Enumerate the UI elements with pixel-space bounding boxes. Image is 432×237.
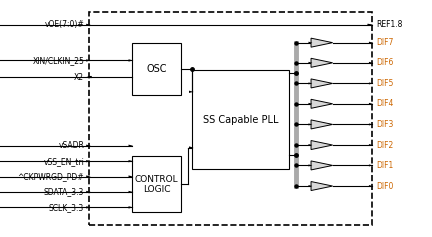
Polygon shape xyxy=(189,146,194,149)
Polygon shape xyxy=(369,144,373,146)
Polygon shape xyxy=(308,123,312,125)
Polygon shape xyxy=(308,144,312,146)
Polygon shape xyxy=(128,175,133,178)
Polygon shape xyxy=(308,42,312,44)
Bar xyxy=(89,12,372,225)
Polygon shape xyxy=(86,191,91,193)
Polygon shape xyxy=(308,62,312,64)
Bar xyxy=(192,70,289,169)
Polygon shape xyxy=(311,182,333,191)
Polygon shape xyxy=(308,185,312,187)
Text: DIF0: DIF0 xyxy=(377,182,394,191)
Polygon shape xyxy=(86,76,91,78)
Text: DIF7: DIF7 xyxy=(377,38,394,47)
Polygon shape xyxy=(128,145,133,147)
Polygon shape xyxy=(369,123,373,125)
Polygon shape xyxy=(311,38,333,47)
Polygon shape xyxy=(369,164,373,166)
Text: CONTROL
LOGIC: CONTROL LOGIC xyxy=(135,175,178,194)
Polygon shape xyxy=(308,164,312,166)
Text: X2: X2 xyxy=(74,73,84,82)
Text: DIF1: DIF1 xyxy=(377,161,394,170)
Polygon shape xyxy=(368,24,373,26)
Text: SDATA_3.3: SDATA_3.3 xyxy=(44,187,84,196)
Text: SS Capable PLL: SS Capable PLL xyxy=(203,115,279,125)
Text: DIF5: DIF5 xyxy=(377,79,394,88)
Polygon shape xyxy=(369,185,373,187)
Polygon shape xyxy=(369,42,373,44)
Polygon shape xyxy=(128,206,133,209)
Bar xyxy=(132,156,181,212)
Text: DIF6: DIF6 xyxy=(377,58,394,67)
Bar xyxy=(132,43,181,95)
Polygon shape xyxy=(311,120,333,129)
Text: vOE(7:0)#: vOE(7:0)# xyxy=(44,20,84,29)
Polygon shape xyxy=(311,141,333,150)
Polygon shape xyxy=(369,82,373,84)
Polygon shape xyxy=(86,175,91,178)
Polygon shape xyxy=(311,79,333,88)
Polygon shape xyxy=(86,24,91,26)
Polygon shape xyxy=(86,160,91,162)
Text: ^CKPWRGD_PD#: ^CKPWRGD_PD# xyxy=(18,172,84,181)
Polygon shape xyxy=(189,91,194,93)
Polygon shape xyxy=(86,206,91,209)
Polygon shape xyxy=(308,82,312,84)
Polygon shape xyxy=(308,103,312,105)
Text: SCLK_3.3: SCLK_3.3 xyxy=(49,203,84,212)
Polygon shape xyxy=(128,160,133,162)
Text: vSS_EN_tri: vSS_EN_tri xyxy=(43,157,84,166)
Text: DIF2: DIF2 xyxy=(377,141,394,150)
Text: DIF3: DIF3 xyxy=(377,120,394,129)
Text: OSC: OSC xyxy=(146,64,167,74)
Polygon shape xyxy=(87,76,92,78)
Polygon shape xyxy=(369,103,373,105)
Polygon shape xyxy=(369,62,373,64)
Polygon shape xyxy=(86,59,91,62)
Text: XIN/CLKIN_25: XIN/CLKIN_25 xyxy=(32,56,84,65)
Text: vSADR: vSADR xyxy=(58,141,84,150)
Polygon shape xyxy=(311,58,333,67)
Polygon shape xyxy=(367,24,372,26)
Text: DIF4: DIF4 xyxy=(377,99,394,108)
Text: REF1.8: REF1.8 xyxy=(377,20,403,29)
Polygon shape xyxy=(86,145,91,147)
Polygon shape xyxy=(311,99,333,108)
Polygon shape xyxy=(128,191,133,193)
Polygon shape xyxy=(128,59,133,62)
Polygon shape xyxy=(311,161,333,170)
